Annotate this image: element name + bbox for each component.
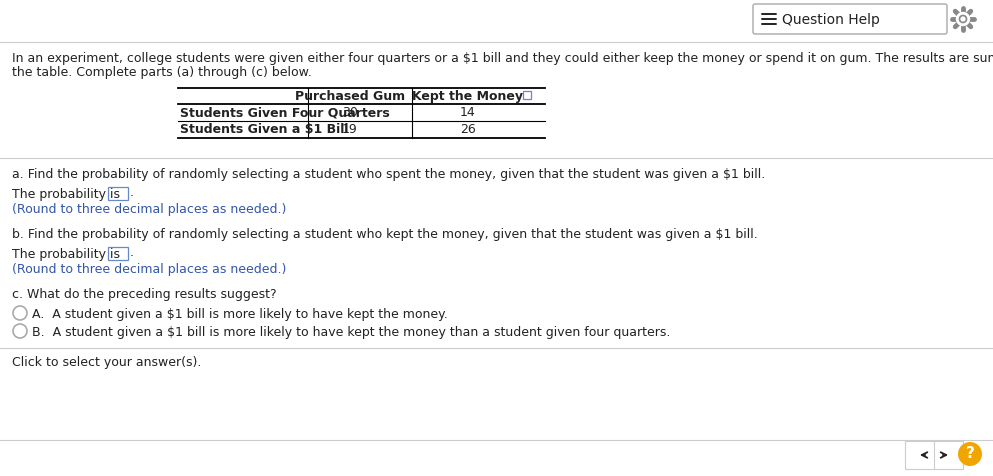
Text: The probability is: The probability is <box>12 248 120 261</box>
Text: A.  A student given a $1 bill is more likely to have kept the money.: A. A student given a $1 bill is more lik… <box>32 308 448 321</box>
Text: .: . <box>130 247 134 259</box>
Text: 30: 30 <box>342 106 357 119</box>
Text: Kept the Money: Kept the Money <box>412 90 523 103</box>
Text: 19: 19 <box>343 123 357 136</box>
Text: Purchased Gum: Purchased Gum <box>295 90 405 103</box>
Text: b. Find the probability of randomly selecting a student who kept the money, give: b. Find the probability of randomly sele… <box>12 228 758 241</box>
Text: Students Given Four Quarters: Students Given Four Quarters <box>180 106 389 119</box>
Text: Question Help: Question Help <box>782 13 880 27</box>
FancyBboxPatch shape <box>108 187 128 200</box>
Text: 26: 26 <box>460 123 476 136</box>
Text: a. Find the probability of randomly selecting a student who spent the money, giv: a. Find the probability of randomly sele… <box>12 168 766 181</box>
Circle shape <box>958 442 982 466</box>
Text: The probability is: The probability is <box>12 188 120 201</box>
Circle shape <box>13 306 27 320</box>
Text: In an experiment, college students were given either four quarters or a $1 bill : In an experiment, college students were … <box>12 52 993 65</box>
FancyBboxPatch shape <box>523 91 531 99</box>
Text: c. What do the preceding results suggest?: c. What do the preceding results suggest… <box>12 288 277 301</box>
FancyBboxPatch shape <box>905 441 963 469</box>
Circle shape <box>13 324 27 338</box>
FancyBboxPatch shape <box>753 4 947 34</box>
Text: (Round to three decimal places as needed.): (Round to three decimal places as needed… <box>12 263 286 276</box>
Text: B.  A student given a $1 bill is more likely to have kept the money than a stude: B. A student given a $1 bill is more lik… <box>32 326 670 339</box>
Text: Click to select your answer(s).: Click to select your answer(s). <box>12 356 202 369</box>
Text: (Round to three decimal places as needed.): (Round to three decimal places as needed… <box>12 203 286 216</box>
Text: the table. Complete parts (a) through (c) below.: the table. Complete parts (a) through (c… <box>12 66 312 79</box>
Text: 14: 14 <box>460 106 476 119</box>
Text: .: . <box>130 187 134 199</box>
Text: ?: ? <box>965 446 974 462</box>
FancyBboxPatch shape <box>108 247 128 260</box>
FancyBboxPatch shape <box>0 0 993 42</box>
Circle shape <box>959 16 966 22</box>
Circle shape <box>956 12 969 26</box>
Text: Students Given a $1 Bill: Students Given a $1 Bill <box>180 123 349 136</box>
